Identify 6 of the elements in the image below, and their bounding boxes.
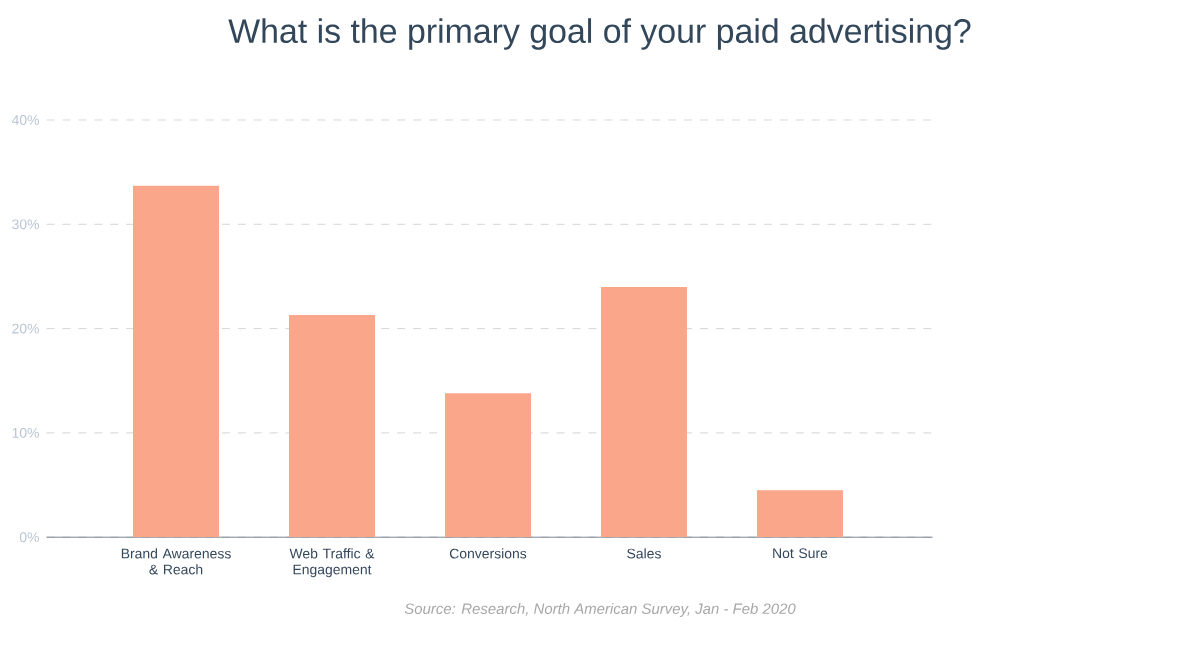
bar [444,393,531,538]
bar [133,185,220,538]
chart-title: What is the primary goal of your paid advertising? [228,18,971,50]
bar [600,286,687,538]
bar [289,315,375,538]
bar [756,490,843,538]
